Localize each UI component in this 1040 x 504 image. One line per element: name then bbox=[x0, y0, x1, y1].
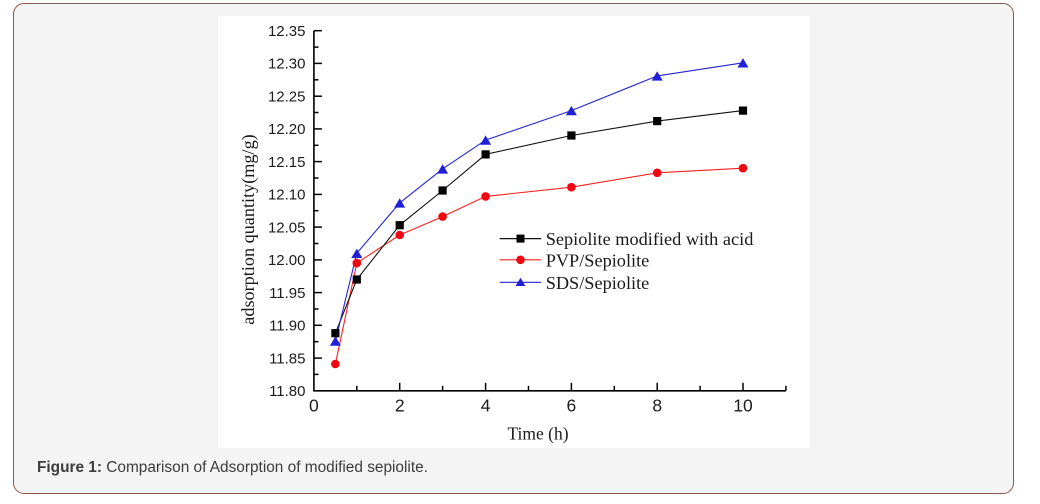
svg-text:6: 6 bbox=[567, 396, 577, 416]
svg-text:10: 10 bbox=[733, 396, 753, 416]
svg-text:12.20: 12.20 bbox=[268, 121, 306, 138]
svg-text:12.35: 12.35 bbox=[268, 23, 306, 40]
svg-text:12.10: 12.10 bbox=[268, 187, 306, 204]
svg-text:SDS/Sepiolite: SDS/Sepiolite bbox=[546, 273, 650, 293]
svg-text:11.90: 11.90 bbox=[269, 318, 305, 335]
svg-text:12.05: 12.05 bbox=[268, 219, 306, 236]
svg-text:12.25: 12.25 bbox=[268, 88, 306, 105]
svg-text:12.30: 12.30 bbox=[268, 56, 306, 73]
svg-text:4: 4 bbox=[481, 396, 491, 416]
svg-text:adsorption quantity(mg/g): adsorption quantity(mg/g) bbox=[238, 134, 259, 324]
svg-text:11.80: 11.80 bbox=[269, 383, 305, 400]
svg-text:8: 8 bbox=[652, 396, 662, 416]
svg-text:12.00: 12.00 bbox=[268, 252, 306, 269]
svg-text:2: 2 bbox=[395, 396, 405, 416]
svg-text:Time (h): Time (h) bbox=[507, 423, 568, 443]
svg-text:0: 0 bbox=[309, 396, 319, 416]
svg-text:PVP/Sepiolite: PVP/Sepiolite bbox=[546, 250, 650, 270]
svg-text:12.15: 12.15 bbox=[268, 154, 306, 171]
svg-text:11.85: 11.85 bbox=[269, 350, 305, 367]
svg-text:Sepiolite modified with acid: Sepiolite modified with acid bbox=[546, 229, 754, 249]
svg-text:11.95: 11.95 bbox=[269, 285, 305, 302]
